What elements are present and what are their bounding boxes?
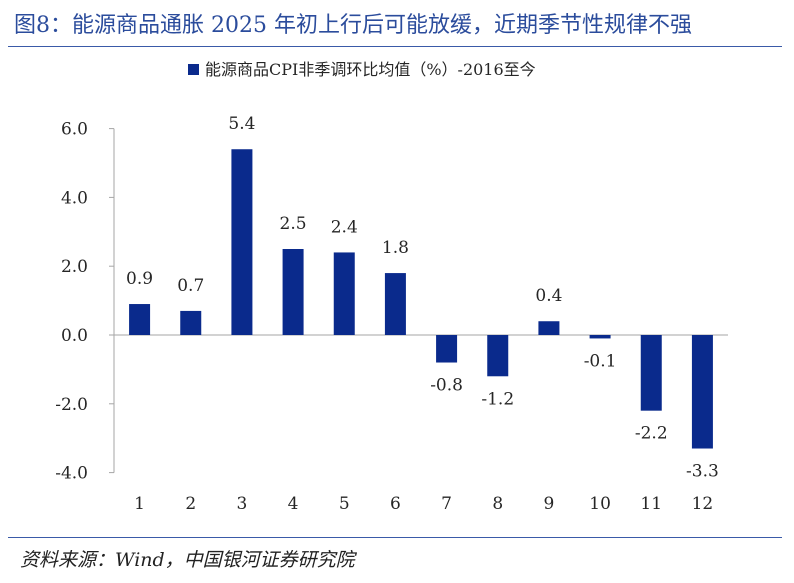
x-tick-label: 3	[237, 494, 248, 514]
legend-swatch	[188, 64, 199, 75]
x-tick-label: 7	[441, 494, 452, 514]
data-label: -3.3	[686, 462, 719, 482]
data-label: 1.8	[382, 238, 409, 258]
x-tick-label: 11	[640, 494, 662, 514]
bar	[282, 249, 304, 335]
bar	[538, 321, 560, 335]
bar	[384, 273, 406, 335]
bar	[333, 252, 355, 335]
data-label: -0.8	[430, 376, 463, 396]
figure-title: 图8：能源商品通胀 2025 年初上行后可能放缓，近期季节性规律不强	[14, 13, 692, 38]
y-tick-label: 4.0	[61, 188, 88, 208]
data-label: 2.5	[280, 214, 307, 234]
y-tick-label: -4.0	[55, 464, 88, 484]
bar	[589, 335, 611, 339]
data-label: -2.2	[635, 424, 668, 444]
y-tick-label: 2.0	[61, 257, 88, 277]
y-tick-label: 0.0	[61, 326, 88, 346]
bar	[231, 149, 253, 335]
source-note: 资料来源：Wind，中国银河证券研究院	[20, 549, 355, 571]
data-label: -0.1	[584, 351, 617, 371]
y-tick-label: -2.0	[55, 395, 88, 415]
x-tick-label: 8	[492, 494, 503, 514]
bar	[180, 310, 202, 335]
legend: 能源商品CPI非季调环比均值（%）-2016至今	[188, 60, 536, 79]
y-axis: 6.0 4.0 2.0 0.0 -2.0 -4.0	[55, 120, 115, 484]
data-label: 0.9	[126, 269, 153, 289]
source-divider	[8, 537, 782, 538]
x-tick-label: 2	[185, 494, 196, 514]
data-labels: 0.9 0.7 5.4 2.5 2.4 1.8 -0.8 -1.2 0.4 -0.1 -2.2 -3.…	[126, 114, 719, 481]
bar	[640, 335, 662, 411]
title-divider	[8, 46, 782, 47]
legend-label: 能源商品CPI非季调环比均值（%）-2016至今	[205, 60, 536, 79]
x-tick-label: 10	[589, 494, 611, 514]
bar	[436, 335, 458, 363]
bar-series	[129, 149, 713, 449]
data-label: 0.4	[535, 286, 562, 306]
x-tick-label: 5	[339, 494, 350, 514]
x-tick-label: 12	[692, 494, 714, 514]
bar	[129, 304, 151, 335]
y-tick-label: 6.0	[61, 120, 88, 140]
data-label: 2.4	[331, 217, 358, 237]
x-tick-label: 6	[390, 494, 401, 514]
data-label: 0.7	[177, 276, 204, 296]
x-tick-label: 4	[288, 494, 299, 514]
bar-chart: 能源商品CPI非季调环比均值（%）-2016至今 6.0 4.0 2.0 0.0 -2.…	[55, 60, 728, 514]
x-tick-label: 1	[134, 494, 145, 514]
bar	[691, 335, 713, 449]
data-label: -1.2	[481, 389, 514, 409]
x-axis: 1 2 3 4 5 6 7 8 9 10 11 12	[114, 334, 728, 514]
bar	[487, 335, 509, 377]
data-label: 5.4	[228, 114, 255, 134]
x-tick-label: 9	[544, 494, 555, 514]
